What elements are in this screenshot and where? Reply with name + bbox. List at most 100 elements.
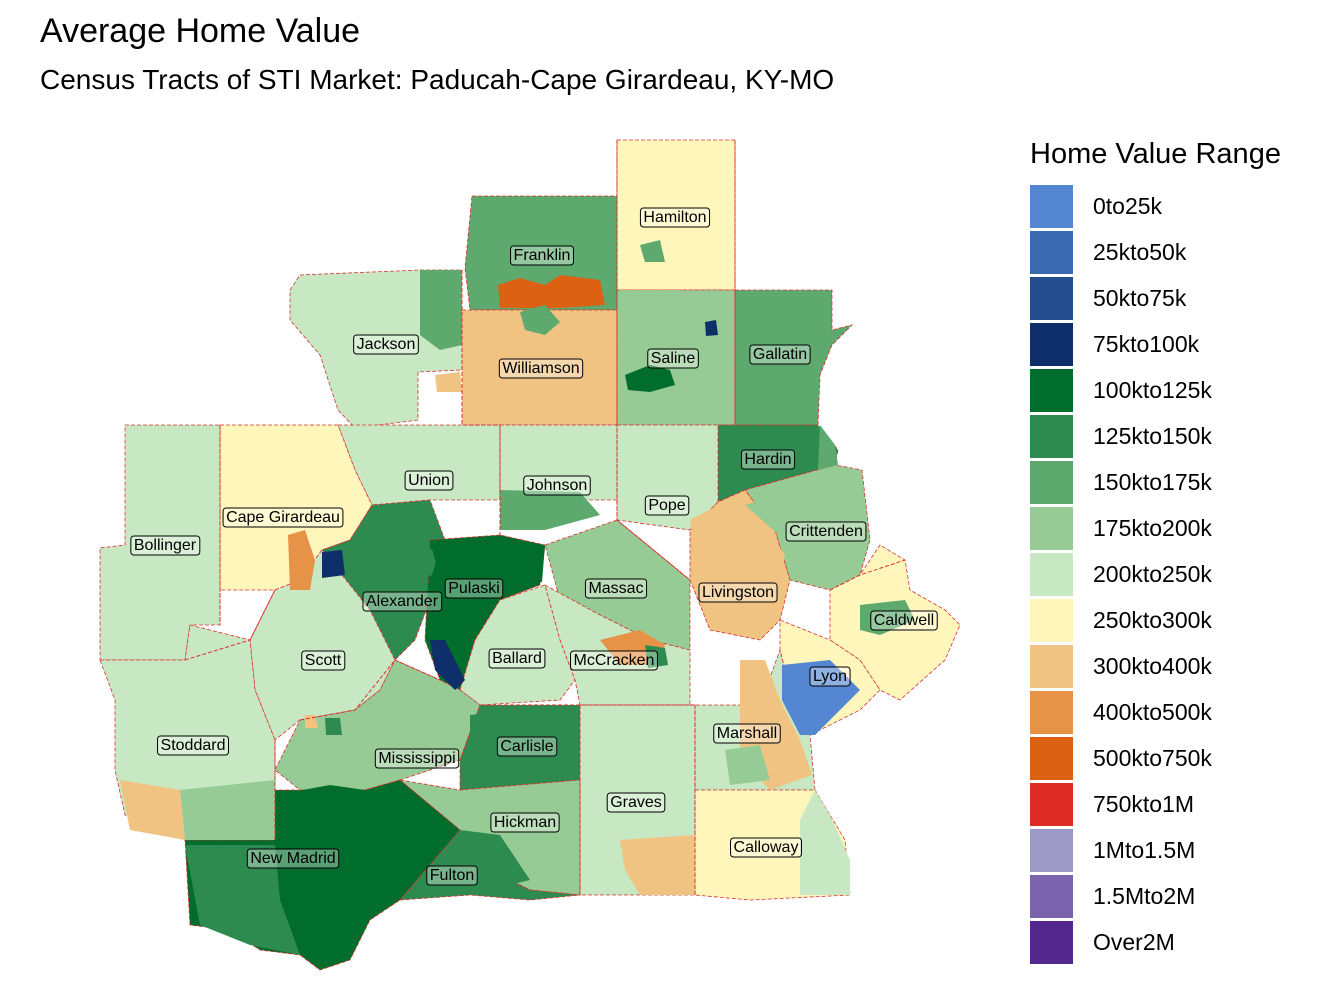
tract-patch (690, 505, 785, 600)
county-name: Bollinger (134, 537, 197, 554)
legend-label: 500kto750k (1093, 744, 1212, 771)
county-label: Jackson (353, 334, 419, 355)
legend-swatch (1030, 874, 1073, 918)
legend-swatch (1030, 322, 1073, 366)
tract-patch (700, 795, 748, 880)
county-label: Pope (644, 495, 690, 516)
county-label-box (362, 591, 443, 612)
county-label: Williamson (498, 358, 584, 379)
tract-patch (120, 780, 185, 840)
county-label: Alexander (362, 591, 443, 612)
county-name: Graves (610, 794, 662, 811)
tract-patch (470, 710, 545, 775)
legend-item: 50kto75k (1030, 275, 1330, 321)
map-subtitle: Census Tracts of STI Market: Paducah-Cap… (40, 64, 835, 95)
county-label-box (749, 344, 811, 365)
tract-patch (520, 305, 560, 335)
tract-patch (288, 530, 315, 590)
legend-swatch (1030, 644, 1073, 688)
tract-patch (620, 290, 690, 330)
county-name: Franklin (514, 247, 571, 264)
legend-swatch (1030, 506, 1073, 550)
county-label-box (444, 578, 504, 599)
legend-label: 300kto400k (1093, 652, 1212, 679)
county-label-box (698, 582, 778, 603)
county-label: Union (404, 470, 454, 491)
county-name: Ballard (492, 650, 542, 667)
county-label-box (246, 848, 340, 869)
legend-label: 50kto75k (1093, 284, 1187, 311)
county-label-box (510, 245, 574, 266)
legend-label: 75kto100k (1093, 330, 1200, 357)
county-name: Cape Girardeau (226, 509, 340, 526)
tract-patch (185, 845, 300, 955)
legend-item: Over2M (1030, 919, 1330, 965)
county-name: Mississippi (378, 750, 455, 767)
tract-patch (625, 365, 675, 392)
tract-patch (620, 835, 695, 895)
tract-patch (500, 490, 600, 530)
legend-item: 100kto125k (1030, 367, 1330, 413)
boundary-line (616, 140, 691, 581)
county-name: Hickman (494, 814, 556, 831)
county-name: Massac (588, 580, 643, 597)
county-label-box (785, 521, 867, 542)
county-label-box (730, 837, 802, 858)
county-name: Scott (305, 652, 342, 669)
county-name: Saline (651, 350, 696, 367)
legend-item: 400kto500k (1030, 689, 1330, 735)
legend-item: 175kto200k (1030, 505, 1330, 551)
county-label-box (870, 610, 938, 631)
tract-patch (705, 320, 718, 336)
legend-item: 0to25k (1030, 183, 1330, 229)
county-name: Livingston (702, 584, 774, 601)
county-region (616, 424, 719, 531)
county-label-box (222, 507, 344, 528)
county-name: Caldwell (874, 612, 934, 629)
county-name: Carlisle (500, 738, 553, 755)
county-label: Pulaski (444, 578, 504, 599)
county-name: Pope (648, 497, 685, 514)
county-label: Johnson (523, 475, 591, 496)
map-title: Average Home Value (40, 12, 361, 50)
legend-item: 200kto250k (1030, 551, 1330, 597)
county-label: Marshall (713, 723, 781, 744)
county-label-box (647, 348, 699, 369)
county-label-box (374, 748, 460, 769)
legend-swatch (1030, 460, 1073, 504)
legend-swatch (1030, 736, 1073, 780)
county-label: Hamilton (639, 207, 711, 228)
county-name: Johnson (527, 477, 588, 494)
county-label-box (584, 578, 648, 599)
tract-patch (800, 790, 850, 895)
county-label-box (353, 334, 419, 355)
tract-patch (860, 600, 915, 635)
legend-label: 400kto500k (1093, 698, 1212, 725)
county-label: Massac (584, 578, 648, 599)
boundary-line (829, 559, 906, 591)
legend-item: 25kto50k (1030, 229, 1330, 275)
county-name: Hardin (744, 451, 791, 468)
legend-item: 750kto1M (1030, 781, 1330, 827)
county-region (734, 289, 854, 426)
county-label: Fulton (426, 865, 478, 886)
county-label-box (490, 812, 560, 833)
legend-label: Over2M (1093, 928, 1175, 955)
tract-patch (322, 550, 345, 578)
county-label-box (570, 650, 658, 671)
county-label: McCracken (570, 650, 658, 671)
county-label: Ballard (488, 648, 546, 669)
county-name: Calloway (734, 839, 799, 856)
tract-patch (180, 780, 275, 840)
tract-patch (640, 240, 665, 262)
county-label: Crittenden (785, 521, 867, 542)
county-name: Crittenden (789, 523, 863, 540)
county-name: Gallatin (753, 346, 807, 363)
legend-label: 200kto250k (1093, 560, 1212, 587)
county-name: New Madrid (250, 850, 335, 867)
legend-label: 150kto175k (1093, 468, 1212, 495)
tract-patch (465, 345, 545, 420)
legend-item: 125kto150k (1030, 413, 1330, 459)
county-label-box (404, 470, 454, 491)
county-name: Fulton (430, 867, 474, 884)
